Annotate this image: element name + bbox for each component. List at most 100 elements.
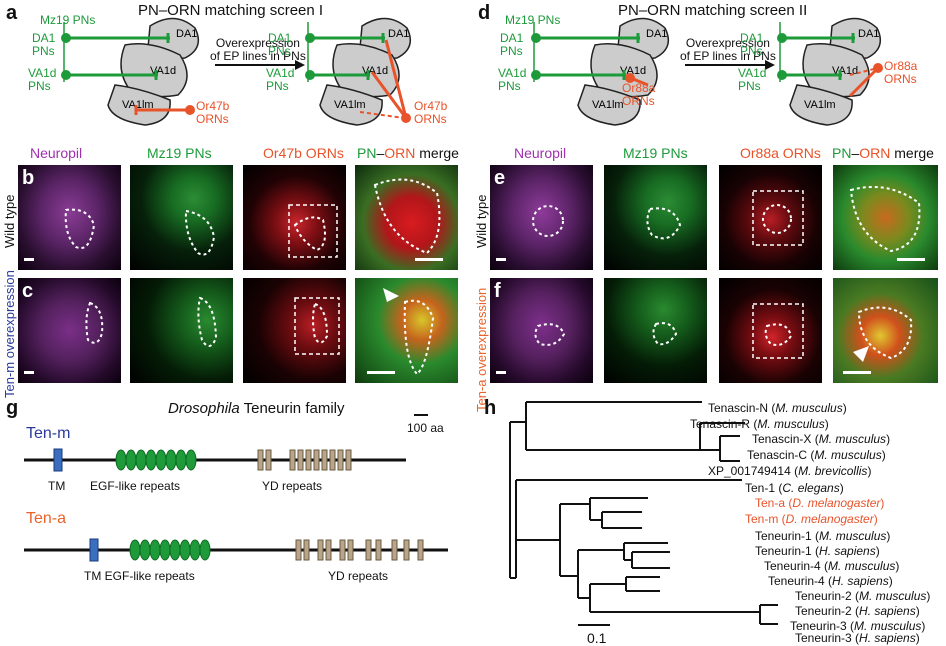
col-title-orn-right: Or88a ORNs <box>740 145 821 161</box>
domain-diagram-tena <box>24 538 448 562</box>
label-va1d-pns-a2: VA1d PNs <box>266 66 295 93</box>
label-va1d-pns-d2: VA1d PNs <box>738 66 767 93</box>
panel-label-d: d <box>478 2 491 24</box>
schematic-d: DA1 VA1d VA1lm DA1 VA1d VA1lm <box>531 17 883 126</box>
panel-label-e: e <box>494 167 506 189</box>
row-label-tena: Ten-a overexpression <box>474 287 489 412</box>
panel-a-title: PN–ORN matching screen I <box>138 2 324 19</box>
svg-text:DA1: DA1 <box>858 28 879 40</box>
svg-text:DA1: DA1 <box>646 28 667 40</box>
glomeruli-left-a <box>107 17 200 126</box>
col-title-orn-left: Or47b ORNs <box>263 145 344 161</box>
label-da1-pns-a2: DA1 PNs <box>268 31 292 58</box>
tree-leaf-label: Teneurin-3 (M. musculus) <box>790 619 926 633</box>
label-da1-pns-d2: DA1 PNs <box>740 31 764 58</box>
micrograph-e-orn <box>719 165 822 270</box>
col-title-merge-right: PN–ORN merge <box>832 145 934 161</box>
panel-label-h: h <box>484 397 497 419</box>
tree-leaf-label: XP_001749414 (M. brevicollis) <box>708 464 872 478</box>
arrow-label-a: Overexpression of EP lines in PNs <box>210 36 306 63</box>
panel-label-a: a <box>6 2 18 24</box>
tree-leaf-label: Tenascin-C (M. musculus) <box>747 448 886 462</box>
label-orn-d: Or88a ORNs <box>622 81 656 108</box>
label-mz19-d: Mz19 PNs <box>505 13 561 27</box>
label-va1d-pns-a: VA1d PNs <box>28 66 57 93</box>
row-label-tenm: Ten-m overexpression <box>2 270 17 398</box>
scale-bar <box>24 258 34 261</box>
tree-scale-label: 0.1 <box>587 630 607 646</box>
tree-leaf-label: Ten-1 (C. elegans) <box>745 481 844 495</box>
tree-leaf-label: Tenascin-X (M. musculus) <box>752 432 891 446</box>
svg-text:VA1d: VA1d <box>620 65 646 77</box>
svg-text:VA1lm: VA1lm <box>334 99 366 111</box>
label-tm-tenm: TM <box>48 479 66 493</box>
micrograph-f-merge <box>833 278 938 383</box>
tree-branches <box>509 401 778 625</box>
micrograph-b-merge <box>355 165 458 270</box>
schematic-a: DA1 VA1d VA1lm DA1 VA1d VA1lm <box>61 17 412 126</box>
glomerulus-va1d <box>120 43 188 98</box>
label-yd-tena: YD repeats <box>328 569 389 583</box>
tree-leaf-label: Tenascin-R (M. musculus) <box>690 417 829 431</box>
panel-d-title: PN–ORN matching screen II <box>618 2 808 19</box>
micrograph-e-neuropil: e <box>490 165 593 270</box>
col-title-neuropil-left: Neuropil <box>30 145 83 161</box>
label-da1-pns-a: DA1 PNs <box>32 31 56 58</box>
glomerulus-va1lm <box>107 84 171 126</box>
col-title-neuropil-right: Neuropil <box>514 145 567 161</box>
svg-text:VA1lm: VA1lm <box>592 99 624 111</box>
panel-label-b: b <box>22 167 35 189</box>
svg-text:DA1: DA1 <box>388 28 409 40</box>
micrograph-c-mz19 <box>130 278 233 383</box>
row-label-wild-right: Wild type <box>474 194 489 248</box>
panel-label-f: f <box>494 280 501 302</box>
micrograph-f-mz19 <box>604 278 707 383</box>
scale-100aa-label: 100 aa <box>407 421 444 435</box>
panel-label-c: c <box>22 280 34 302</box>
label-da1-pns-d: DA1 PNs <box>500 31 524 58</box>
label-orn-a: Or47b ORNs <box>196 99 230 126</box>
tree-leaf-label: Teneurin-1 (M. musculus) <box>755 529 891 543</box>
label-orn-d2: Or88a ORNs <box>884 59 918 86</box>
protein-label-tena: Ten-a <box>26 510 67 527</box>
arrowhead-icon <box>383 288 399 302</box>
tree-leaf-label: Teneurin-1 (H. sapiens) <box>755 544 880 558</box>
col-title-mz19-right: Mz19 PNs <box>623 145 688 161</box>
tree-leaf-label: Teneurin-4 (H. sapiens) <box>768 574 893 588</box>
tree-leaf-label: Teneurin-2 (M. musculus) <box>795 589 931 603</box>
micrograph-c-orn <box>243 278 346 383</box>
tree-leaf-label: Teneurin-2 (H. sapiens) <box>795 604 920 618</box>
micrograph-b-mz19 <box>130 165 233 270</box>
tree-leaf-label: Ten-m (D. melanogaster) <box>745 512 878 526</box>
svg-text:VA1lm: VA1lm <box>804 99 836 111</box>
col-title-mz19-left: Mz19 PNs <box>147 145 212 161</box>
label-va1d-pns-d: VA1d PNs <box>498 66 527 93</box>
label-orn-a2: Or47b ORNs <box>414 99 448 126</box>
label-mz19-a: Mz19 PNs <box>40 13 96 27</box>
panel-g-title: Drosophila Teneurin family <box>168 400 345 417</box>
label-egf-tenm: EGF-like repeats <box>90 479 181 493</box>
arrow-label-d: Overexpression of EP lines in PNs <box>680 36 776 63</box>
arrowhead-icon <box>853 346 869 362</box>
protein-label-tenm: Ten-m <box>26 425 71 442</box>
tree-leaf-label: Teneurin-3 (H. sapiens) <box>795 631 920 645</box>
glom-da1-label: DA1 <box>176 28 197 40</box>
panel-label-g: g <box>6 397 19 419</box>
tree-leaf-label: Teneurin-4 (M. musculus) <box>764 559 900 573</box>
micrograph-b-orn <box>243 165 346 270</box>
micrograph-e-merge <box>833 165 938 270</box>
domain-diagram-tenm <box>24 448 406 472</box>
micrograph-c-merge <box>355 278 458 383</box>
phylogenetic-tree <box>509 401 778 626</box>
label-tm-egf-tena: TM EGF-like repeats <box>84 569 195 583</box>
col-title-merge-left: PN–ORN merge <box>357 145 459 161</box>
scale-bar-100aa <box>414 414 428 416</box>
tree-leaf-label: Ten-a (D. melanogaster) <box>755 496 885 510</box>
micrograph-f-orn <box>719 278 822 383</box>
tree-leaf-label: Tenascin-N (M. musculus) <box>708 401 847 415</box>
label-yd-tenm: YD repeats <box>262 479 323 493</box>
row-label-wild-left: Wild type <box>2 194 17 248</box>
micrograph-f-neuropil: f <box>490 278 593 383</box>
glom-va1lm-label: VA1lm <box>122 99 154 111</box>
micrograph-b-neuropil: b <box>18 165 121 270</box>
